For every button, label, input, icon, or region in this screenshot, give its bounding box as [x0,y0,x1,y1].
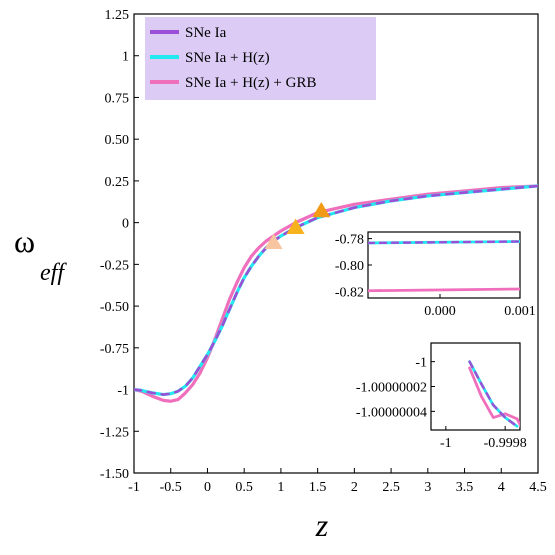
y-tick-label: 1.25 [105,8,130,23]
inset-frame [430,342,521,431]
inset-x-tick-label: -1 [440,436,452,451]
inset-x-tick-label: 0.001 [504,304,536,319]
inset-y-tick-label: -0.82 [335,285,364,300]
x-tick-label: 1 [277,480,284,495]
inset-plot-1: 0.000 0.001 -0.78 -0.80 -0.82 [335,231,536,319]
y-tick-label: -1 [117,384,129,399]
inset-series-line [468,366,520,428]
y-tick-label: 0.25 [105,175,130,190]
triangle-marker [312,201,331,218]
y-tick-label: 1 [122,50,129,65]
inset-y-tick-label: -0.78 [335,233,364,248]
inset-y-tick-label: -0.80 [335,259,364,274]
x-tick-label: 0.5 [235,480,253,495]
y-tick-label: 0.50 [105,133,130,148]
inset-y-tick-label: -1.00000004 [356,405,427,420]
y-tick-label: 0.75 [105,91,130,106]
triangle-marker [264,233,283,249]
x-tick-label: 1.5 [309,480,327,495]
legend-label: SNe Ia [185,25,227,41]
inset-y-tick-label: -1.00000002 [356,381,427,396]
inset-x-tick-label: 0.000 [424,304,456,319]
inset-plot-2: -1 -0.9998 -1 -1.00000002 -1.00000004 [356,342,527,451]
x-tick-label: 4.5 [529,480,547,495]
y-tick-label: 0 [122,217,129,232]
y-tick-label: -0.75 [100,342,129,357]
x-tick-label: -0.5 [160,480,182,495]
series-line-sne-ia [134,184,538,396]
y-axis-label-subscript: eff [40,260,67,286]
x-axis-label: z [315,507,329,543]
inset-series-line [468,360,519,428]
x-tick-label: 2.5 [382,480,400,495]
x-tick-label: 2 [351,480,358,495]
x-tick-label: 3.5 [456,480,474,495]
plot-frame [133,13,539,474]
y-tick-label: -0.25 [100,258,129,273]
y-tick-label: -1.50 [100,467,129,482]
y-axis-label: ω [14,223,35,259]
x-tick-label: 0 [204,480,211,495]
triangle-marker [286,218,305,234]
legend-label: SNe Ia + H(z) + GRB [185,75,316,91]
inset-series-line [368,240,520,245]
legend-box [145,17,376,100]
inset-series-line [368,287,520,293]
inset-x-tick-label: -0.9998 [484,436,527,451]
main-plot: -1 -0.5 0 0.5 1 1.5 2 2.5 3 3.5 4 4.51.2510.750.500… [100,8,547,495]
inset-y-tick-label: -1 [415,356,427,371]
y-tick-label: -1.25 [100,425,129,440]
series-line-sne-ia-h-z-grb [134,184,538,403]
y-tick-label: -0.50 [100,300,129,315]
x-tick-label: 4 [498,480,505,495]
x-tick-label: -1 [128,480,140,495]
legend: SNe Ia SNe Ia + H(z) SNe Ia + H(z) + GRB [145,17,376,100]
legend-label: SNe Ia + H(z) [185,50,270,66]
x-tick-label: 3 [424,480,431,495]
